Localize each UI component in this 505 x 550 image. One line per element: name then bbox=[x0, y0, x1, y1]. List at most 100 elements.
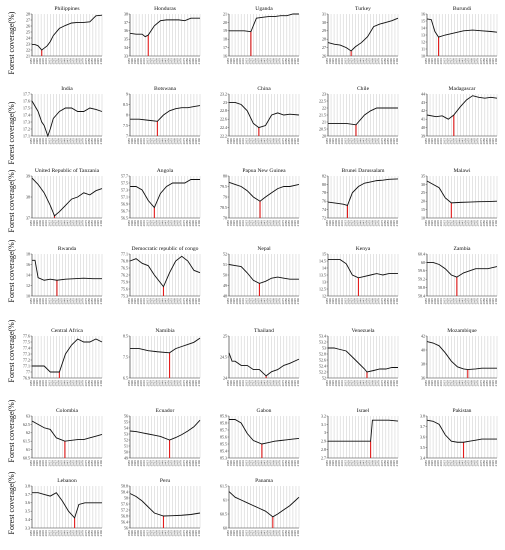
x-tick-label: 2030 bbox=[451, 138, 455, 145]
y-tick-label: 21 bbox=[223, 11, 227, 16]
x-tick-label: 2015 bbox=[343, 380, 347, 387]
x-tick-label: 2055 bbox=[72, 298, 76, 305]
chart-2: Honduras 1985 1990 1995 2000 2005 2010 2015 2020… bbox=[124, 6, 201, 64]
x-tick-label: 2005 bbox=[238, 530, 242, 537]
x-tick-label: 1995 bbox=[133, 530, 137, 537]
x-tick-label: 2035 bbox=[157, 58, 161, 65]
x-tick-label: 2015 bbox=[145, 220, 149, 227]
x-tick-label: 2080 bbox=[383, 138, 387, 145]
series-line bbox=[130, 179, 200, 209]
y-tick-label: 75.9 bbox=[121, 279, 128, 284]
x-tick-label: 2050 bbox=[266, 220, 270, 227]
x-tick-label: 2015 bbox=[343, 460, 347, 467]
x-tick-label: 2080 bbox=[482, 298, 486, 305]
x-tick-label: 2050 bbox=[464, 460, 468, 467]
y-tick-label: 85.7 bbox=[220, 427, 227, 432]
y-tick-label: 60.4 bbox=[418, 251, 425, 256]
x-tick-label: 2075 bbox=[479, 380, 483, 387]
x-tick-label: 2015 bbox=[244, 220, 248, 227]
x-tick-label: 2100 bbox=[296, 380, 300, 387]
x-tick-label: 2100 bbox=[99, 58, 103, 65]
x-tick-label: 2040 bbox=[457, 380, 461, 387]
x-tick-label: 2065 bbox=[275, 298, 279, 305]
x-tick-label: 2015 bbox=[442, 460, 446, 467]
y-tick-label: 85.3 bbox=[220, 455, 227, 460]
x-tick-label: 1985 bbox=[226, 138, 230, 145]
x-tick-label: 2040 bbox=[62, 298, 66, 305]
x-tick-label: 2040 bbox=[358, 380, 362, 387]
chart-title: Rwanda bbox=[58, 246, 77, 252]
x-tick-label: 2085 bbox=[386, 460, 390, 467]
x-tick-label: 2080 bbox=[284, 298, 288, 305]
x-tick-label: 1995 bbox=[232, 380, 236, 387]
x-tick-label: 2050 bbox=[167, 530, 171, 537]
x-tick-label: 1995 bbox=[430, 138, 434, 145]
y-tick-label: 7 bbox=[126, 133, 128, 138]
x-tick-label: 2065 bbox=[176, 298, 180, 305]
x-tick-label: 2005 bbox=[238, 460, 242, 467]
x-tick-label: 2000 bbox=[235, 380, 239, 387]
x-tick-label: 2010 bbox=[142, 58, 146, 65]
x-tick-label: 2000 bbox=[38, 380, 42, 387]
x-tick-label: 2055 bbox=[72, 460, 76, 467]
x-tick-label: 2010 bbox=[241, 138, 245, 145]
x-tick-label: 2095 bbox=[491, 138, 495, 145]
y-tick-label: 53.4 bbox=[319, 333, 326, 338]
x-tick-label: 2080 bbox=[482, 220, 486, 227]
x-tick-label: 2045 bbox=[66, 220, 70, 227]
x-tick-label: 1995 bbox=[232, 298, 236, 305]
series-line bbox=[228, 491, 300, 518]
x-tick-label: 1985 bbox=[127, 138, 131, 145]
x-tick-label: 2045 bbox=[66, 460, 70, 467]
y-tick-label: 10 bbox=[26, 293, 30, 298]
x-tick-label: 2085 bbox=[287, 138, 291, 145]
x-tick-label: 1990 bbox=[32, 530, 36, 537]
x-tick-label: 1995 bbox=[133, 380, 137, 387]
series-line bbox=[427, 261, 498, 278]
x-tick-label: 2015 bbox=[442, 380, 446, 387]
x-tick-label: 2095 bbox=[293, 138, 297, 145]
x-tick-label: 2075 bbox=[182, 380, 186, 387]
x-tick-label: 1990 bbox=[130, 220, 134, 227]
x-tick-label: 2030 bbox=[154, 138, 158, 145]
x-tick-label: 2060 bbox=[470, 58, 474, 65]
x-tick-label: 2050 bbox=[365, 380, 369, 387]
x-tick-label: 2100 bbox=[395, 298, 399, 305]
x-tick-label: 2085 bbox=[188, 460, 192, 467]
x-tick-label: 2025 bbox=[250, 530, 254, 537]
x-tick-label: 2070 bbox=[476, 460, 480, 467]
y-tick-label: 37 bbox=[124, 20, 128, 25]
x-tick-label: 1985 bbox=[226, 460, 230, 467]
x-tick-label: 2080 bbox=[482, 58, 486, 65]
x-tick-label: 2000 bbox=[433, 298, 437, 305]
x-tick-label: 2090 bbox=[93, 298, 97, 305]
x-tick-label: 2070 bbox=[476, 298, 480, 305]
x-tick-label: 2045 bbox=[164, 460, 168, 467]
x-tick-label: 1990 bbox=[328, 220, 332, 227]
x-tick-label: 2025 bbox=[53, 460, 57, 467]
y-tick-label: 14 bbox=[26, 272, 30, 277]
x-tick-label: 2010 bbox=[340, 380, 344, 387]
x-tick-label: 1985 bbox=[325, 380, 329, 387]
x-tick-label: 2045 bbox=[461, 380, 465, 387]
x-tick-label: 2070 bbox=[179, 380, 183, 387]
y-tick-label: 17 bbox=[223, 45, 227, 50]
x-tick-label: 2075 bbox=[84, 138, 88, 145]
x-tick-label: 2000 bbox=[235, 530, 239, 537]
x-tick-label: 2020 bbox=[247, 298, 251, 305]
x-tick-label: 2020 bbox=[445, 298, 449, 305]
x-tick-label: 2100 bbox=[99, 298, 103, 305]
x-tick-label: 2065 bbox=[275, 530, 279, 537]
x-tick-label: 2100 bbox=[296, 58, 300, 65]
x-tick-label: 2040 bbox=[457, 460, 461, 467]
x-tick-label: 2010 bbox=[241, 220, 245, 227]
x-tick-label: 2055 bbox=[269, 298, 273, 305]
x-tick-label: 2085 bbox=[287, 58, 291, 65]
x-tick-label: 2065 bbox=[374, 138, 378, 145]
x-tick-label: 2060 bbox=[173, 460, 177, 467]
x-tick-label: 2070 bbox=[476, 58, 480, 65]
x-tick-label: 2065 bbox=[275, 58, 279, 65]
x-tick-label: 2085 bbox=[386, 220, 390, 227]
